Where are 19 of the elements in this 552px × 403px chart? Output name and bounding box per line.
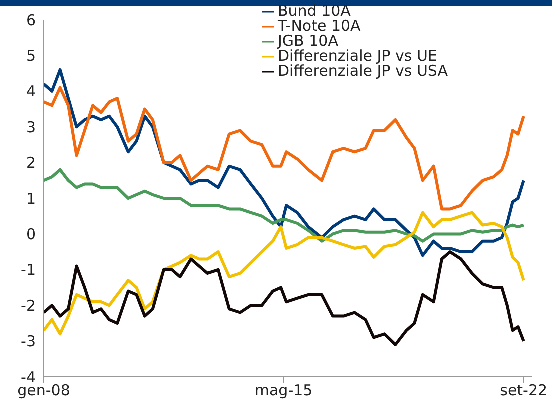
y-tick-label: 3	[26, 118, 36, 136]
x-tick-label: mag-15	[254, 382, 313, 400]
line-series	[44, 86, 526, 211]
y-tick-label: -1	[21, 261, 36, 280]
y-tick-label: 1	[26, 190, 36, 208]
y-tick-label: 6	[26, 11, 36, 30]
y-tick-label: 5	[26, 47, 36, 66]
line-series	[44, 211, 526, 336]
y-tick-label: 2	[26, 154, 36, 172]
legend-label: T-Note 10A	[278, 17, 361, 35]
y-tick-label: 4	[26, 82, 36, 101]
x-tick-label: set-22	[500, 382, 548, 400]
y-tick-label: -3	[21, 332, 36, 351]
line-series	[44, 168, 526, 243]
legend-label: JGB 10A	[278, 32, 338, 50]
y-tick-label: -2	[21, 296, 36, 315]
legend-label: Bund 10A	[278, 2, 351, 20]
y-tick-label: 0	[26, 226, 36, 244]
line-series	[44, 250, 526, 346]
